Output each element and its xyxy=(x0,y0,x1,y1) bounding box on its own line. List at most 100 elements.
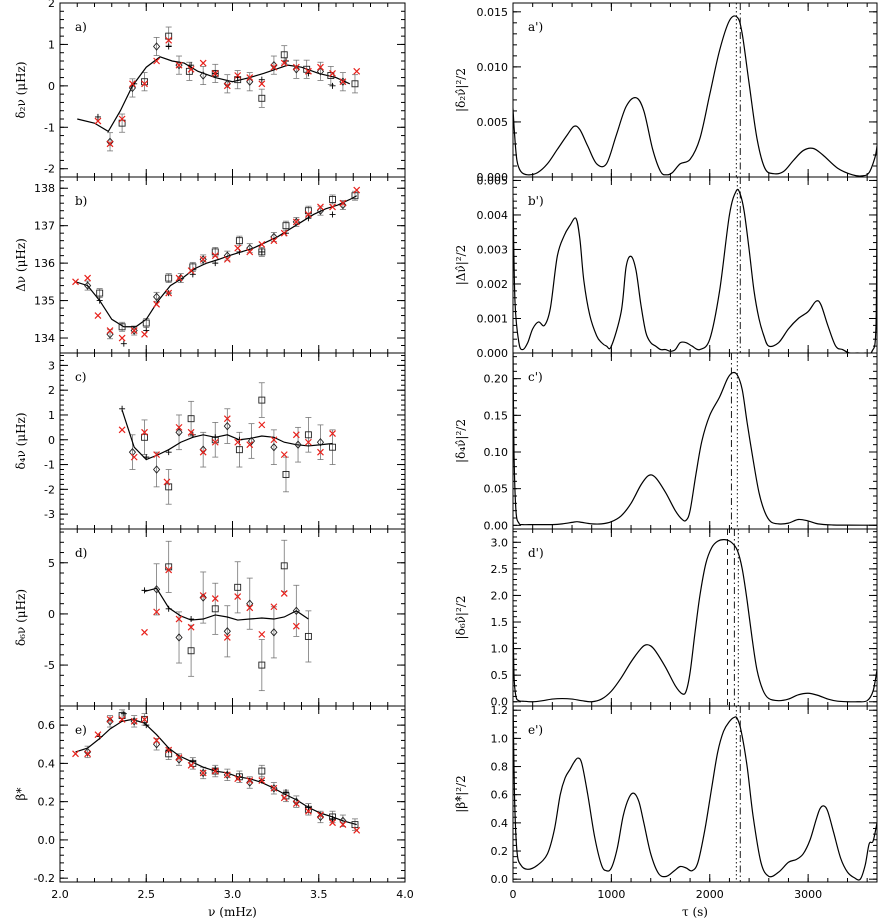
y-tick-label: -2 xyxy=(44,483,55,496)
red-cross-marker xyxy=(339,199,347,207)
square-marker xyxy=(96,289,104,297)
y-tick-label: 3.0 xyxy=(491,536,509,549)
plot-area xyxy=(513,353,877,529)
diamond-marker xyxy=(199,445,207,454)
red-cross-marker xyxy=(153,57,161,65)
panel-label: e') xyxy=(528,723,543,737)
square-marker xyxy=(304,632,312,640)
y-axis-label: |Δν̂|²/2 xyxy=(454,245,468,286)
square-marker xyxy=(258,767,266,775)
panel-label: d') xyxy=(528,546,544,560)
red-cross-marker xyxy=(280,59,288,67)
red-cross-marker xyxy=(339,821,347,829)
red-cross-marker xyxy=(317,811,324,819)
red-cross-marker xyxy=(187,267,195,275)
red-cross-marker xyxy=(317,203,324,211)
red-cross-marker xyxy=(223,415,231,423)
diamond-marker xyxy=(153,465,161,474)
y-tick-label: -3 xyxy=(44,508,55,521)
y-axis-label: Δν (μHz) xyxy=(14,238,28,292)
y-tick-label: 0.0 xyxy=(38,834,56,847)
x-tick-label: 2000 xyxy=(696,888,724,901)
y-tick-label: 0.10 xyxy=(484,446,509,459)
red-cross-marker xyxy=(234,244,242,252)
panel-e-prime: 0.0 0.2 0.4 0.6 0.8 1.0 1.2 0 1000 2000 3000 |β*̂|²… xyxy=(454,704,878,919)
red-cross-marker xyxy=(118,426,126,434)
square-marker xyxy=(280,51,288,59)
diamond-marker xyxy=(223,421,231,431)
axis-frame xyxy=(512,705,878,883)
diamond-marker xyxy=(316,812,325,822)
plot-area xyxy=(141,539,312,692)
red-cross-marker xyxy=(94,731,102,739)
y-axis-label: |δ₄ν̂|²/2 xyxy=(454,419,468,463)
red-cross-marker xyxy=(211,438,219,446)
square-marker xyxy=(142,319,150,327)
plus-marker xyxy=(212,434,219,441)
y-tick-label: 0.003 xyxy=(477,243,509,256)
y-tick-label: -5 xyxy=(44,659,55,672)
plot-area xyxy=(77,26,361,152)
fit-curve xyxy=(75,195,357,328)
y-tick-label: 1.2 xyxy=(491,704,509,717)
panel-label: e) xyxy=(75,723,87,737)
red-cross-marker xyxy=(175,274,183,282)
diamond-marker xyxy=(177,273,185,283)
diamond-marker xyxy=(84,747,92,757)
red-cross-marker xyxy=(280,229,288,237)
red-cross-marker xyxy=(130,453,138,461)
red-cross-marker xyxy=(258,777,266,785)
fit-curve xyxy=(121,409,333,461)
diamond-marker xyxy=(223,627,231,636)
y-tick-label: 136 xyxy=(34,257,55,270)
y-tick-label: 134 xyxy=(34,332,55,345)
y-tick-label: 137 xyxy=(34,220,55,233)
plot-area xyxy=(72,709,361,834)
diamond-marker xyxy=(270,60,278,70)
spectrum-curve xyxy=(513,187,877,353)
red-cross-marker xyxy=(84,750,92,758)
red-cross-marker xyxy=(175,615,183,623)
y-tick-label: 0.000 xyxy=(477,347,509,360)
red-cross-marker xyxy=(106,715,114,723)
square-marker xyxy=(165,274,173,282)
panel-c: -3 -2 -1 0 1 2 3 δ₄ν (μHz) c) xyxy=(14,352,406,530)
x-tick-label: 2.5 xyxy=(138,888,156,901)
square-marker xyxy=(187,415,195,423)
y-tick-label: 0.005 xyxy=(477,174,509,187)
panel-d-prime: 0.0 0.5 1.0 1.5 2.0 2.5 3.0 |δ₆ν̂|²/2 d') xyxy=(454,528,878,709)
panel-label: b) xyxy=(75,194,87,208)
plus-marker xyxy=(94,113,101,120)
y-axis-label: β* xyxy=(14,788,28,801)
y-tick-label: 0.010 xyxy=(477,61,509,74)
square-marker xyxy=(118,323,126,331)
panel-label: a) xyxy=(75,20,87,34)
red-cross-marker xyxy=(317,63,324,71)
panel-label: b') xyxy=(528,194,544,208)
fit-curve xyxy=(77,56,351,133)
red-cross-marker xyxy=(153,608,161,616)
axis-frame xyxy=(59,352,406,530)
diamond-marker xyxy=(270,628,278,637)
red-cross-marker xyxy=(280,794,288,802)
y-tick-label: 0.000 xyxy=(477,171,509,184)
y-tick-label: 1 xyxy=(48,38,55,51)
plus-marker xyxy=(119,405,126,412)
plus-marker xyxy=(96,297,103,304)
red-cross-marker xyxy=(153,300,161,308)
x-tick-label: 2.0 xyxy=(51,888,69,901)
red-cross-marker xyxy=(199,592,207,599)
x-tick-label: 3000 xyxy=(794,888,822,901)
red-cross-marker xyxy=(329,430,336,437)
red-cross-marker xyxy=(141,428,148,436)
square-marker xyxy=(118,119,126,127)
red-cross-marker xyxy=(199,59,207,67)
red-cross-marker xyxy=(292,622,300,630)
square-marker xyxy=(351,80,359,88)
red-cross-marker xyxy=(175,61,183,69)
y-tick-label: 5 xyxy=(48,557,55,570)
diamond-marker xyxy=(292,797,300,806)
plus-marker xyxy=(329,815,336,822)
plus-marker xyxy=(188,616,195,623)
diamond-marker xyxy=(316,67,325,76)
